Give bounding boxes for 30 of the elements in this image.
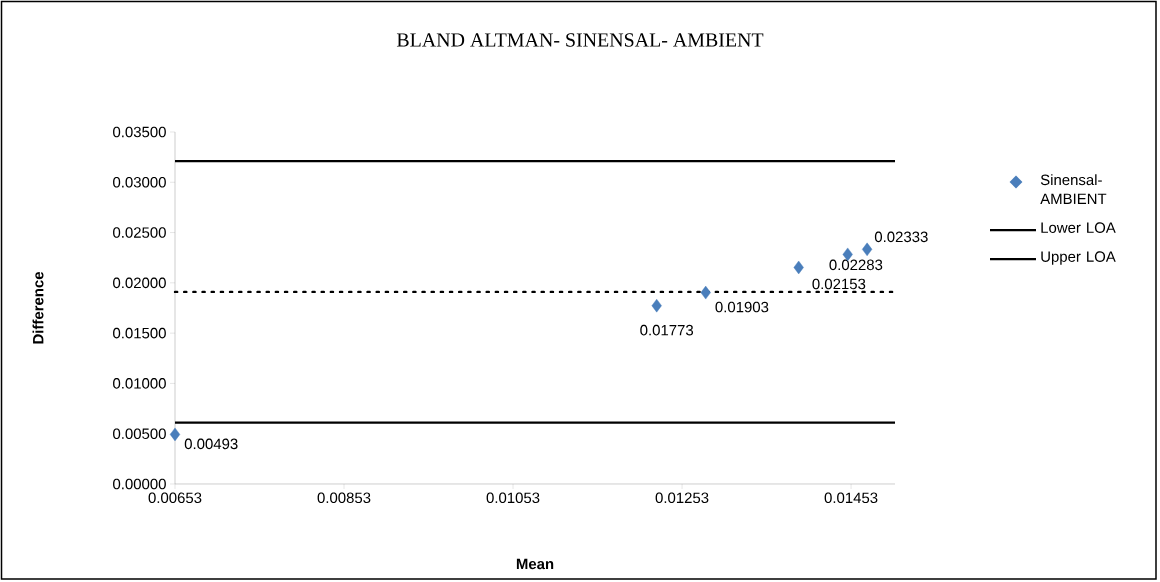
- point: [793, 260, 804, 275]
- data-label: 0.02153: [812, 278, 866, 290]
- x-axis-title: Mean: [516, 558, 554, 570]
- y-tick-label: 0.01500: [113, 327, 166, 339]
- y-axis-title: Difference: [32, 271, 44, 344]
- x-tick-label: 0.01453: [824, 492, 878, 504]
- y-tick-label: 0.03500: [113, 126, 166, 138]
- y-tick-label: 0.02000: [113, 277, 166, 289]
- y-tick-label: 0.01000: [113, 378, 166, 389]
- x-tick-label: 0.00853: [317, 492, 371, 504]
- x-tick-label: 0.00653: [148, 492, 202, 504]
- point: [862, 242, 873, 257]
- data-label: 0.00493: [184, 438, 238, 450]
- point: [700, 285, 711, 300]
- data-label: 0.02333: [874, 231, 928, 243]
- y-tick-label: 0.02500: [113, 227, 166, 238]
- data-label: 0.01903: [715, 301, 769, 313]
- y-tick-label: 0.03000: [113, 176, 166, 188]
- y-tick-label: 0.00500: [113, 428, 166, 439]
- legend-label: Sinensal-AMBIENT: [1040, 174, 1107, 204]
- data-label: 0.02283: [829, 259, 883, 271]
- legend-label: Lower LOA: [1041, 222, 1116, 233]
- point: [169, 427, 181, 442]
- legend-label: Upper LOA: [1041, 251, 1116, 265]
- x-tick-label: 0.01053: [486, 492, 540, 504]
- chart-title: BLAND ALTMAN- SINENSAL- AMBIENT: [396, 33, 764, 47]
- data-label: 0.01773: [640, 324, 694, 336]
- x-tick-label: 0.01253: [655, 492, 709, 504]
- y-tick-label: 0.00000: [113, 478, 166, 490]
- point: [651, 298, 662, 313]
